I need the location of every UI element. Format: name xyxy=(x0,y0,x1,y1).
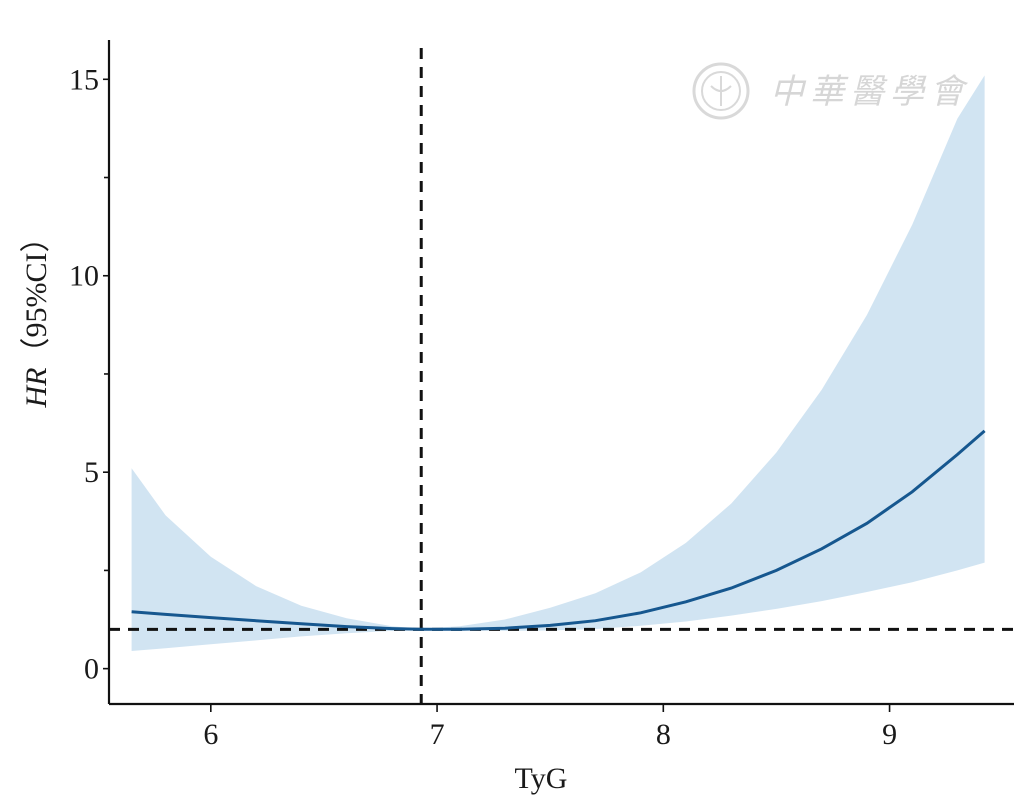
confidence-band-layer xyxy=(131,75,985,651)
hr-curve-0 xyxy=(131,429,986,631)
y-tick-label-0: 0 xyxy=(84,653,99,686)
x-tick-label-6: 6 xyxy=(203,718,218,751)
watermark-text: 中華醫學會 xyxy=(770,72,970,112)
y-axis-title: HR（95%CI） xyxy=(20,223,53,409)
x-tick-label-9: 9 xyxy=(882,718,897,751)
watermark: 中華醫學會 xyxy=(692,62,970,120)
y-axis-title-ci: （95%CI） xyxy=(20,223,53,368)
x-axis-title: TyG xyxy=(515,762,568,795)
reference-lines xyxy=(109,48,1014,704)
y-axis-ticks: 0 5 10 15 xyxy=(69,63,109,686)
x-tick-label-8: 8 xyxy=(656,718,671,751)
y-axis-title-hr: HR xyxy=(20,368,53,409)
y-tick-label-15: 15 xyxy=(69,63,99,96)
x-axis-ticks: 6 7 8 9 xyxy=(203,704,897,751)
y-tick-label-10: 10 xyxy=(69,260,99,293)
watermark-seal-icon xyxy=(692,62,750,120)
y-tick-label-5: 5 xyxy=(84,456,99,489)
hr-curve-layer xyxy=(131,429,986,631)
x-tick-label-7: 7 xyxy=(430,718,445,751)
confidence-band-0 xyxy=(131,75,985,651)
